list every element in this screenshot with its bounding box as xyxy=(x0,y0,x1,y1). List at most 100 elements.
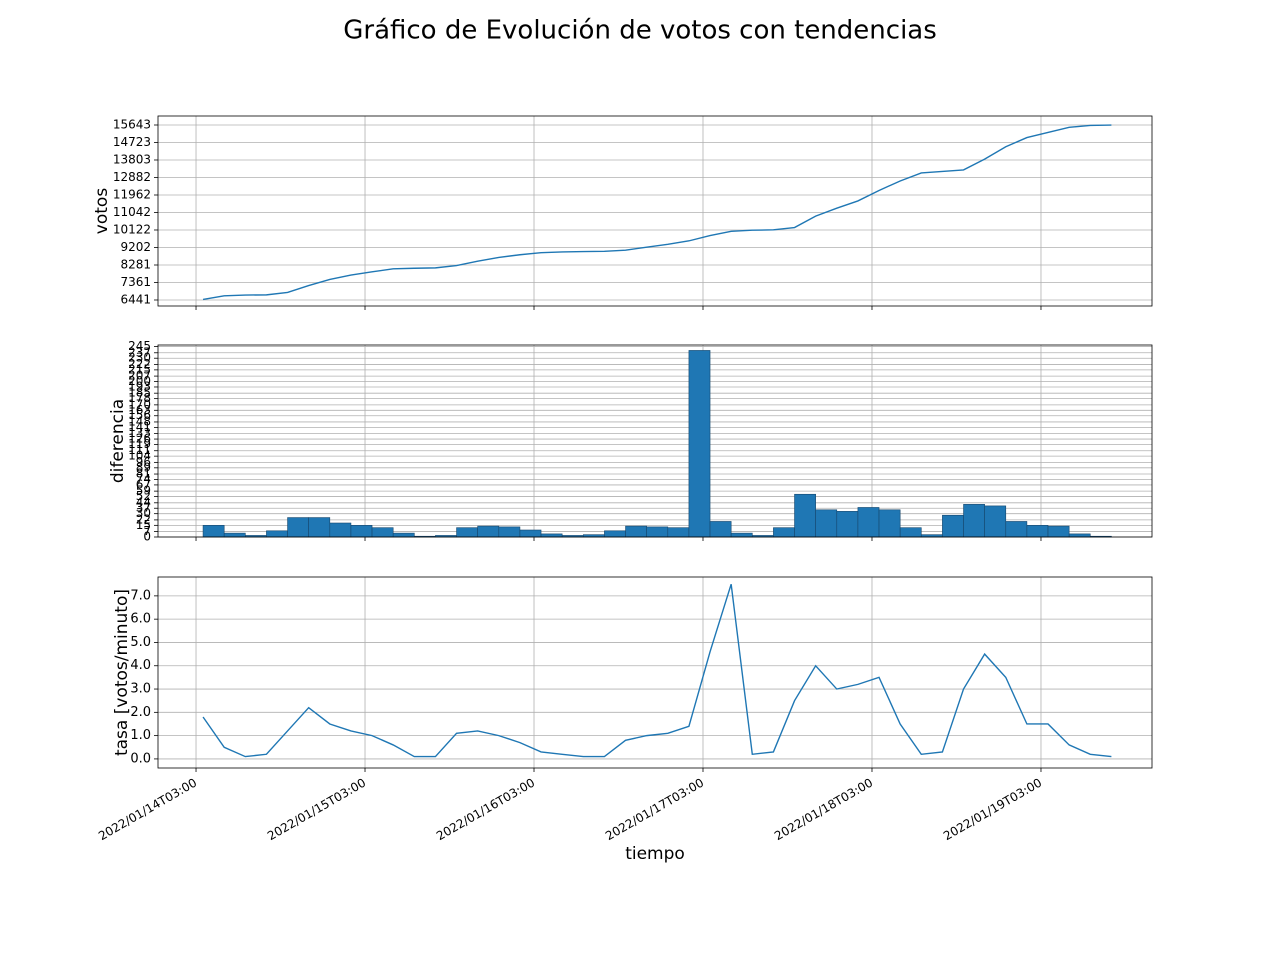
y-tick-label: 6441 xyxy=(120,292,151,306)
bar xyxy=(287,517,309,538)
bar xyxy=(625,525,647,538)
data-line xyxy=(202,584,1112,758)
y-tick-label: 200 xyxy=(128,374,151,388)
y-tick-label: 13803 xyxy=(113,152,151,166)
bar xyxy=(202,525,225,538)
y-tick-label: 141 xyxy=(128,420,151,434)
bar xyxy=(308,517,331,538)
y-tick-label: 237 xyxy=(128,345,151,359)
axes-frame xyxy=(157,115,1153,307)
bar xyxy=(984,505,1007,538)
y-tick-label: 9202 xyxy=(120,240,151,254)
y-tick-label: 133 xyxy=(128,426,151,440)
y-tick-label: 104 xyxy=(128,449,151,463)
y-tick-label: 12882 xyxy=(113,170,151,184)
y-tick-label: 59 xyxy=(136,484,151,498)
bar xyxy=(857,507,880,538)
bar xyxy=(688,350,711,538)
y-tick-label: 4.0 xyxy=(130,658,151,673)
y-tick-label: 67 xyxy=(136,477,151,491)
y-tick-label: 14723 xyxy=(113,135,151,149)
y-axis-label: votos xyxy=(92,188,112,235)
y-tick-label: 89 xyxy=(136,460,151,474)
bar xyxy=(392,532,415,538)
bar xyxy=(266,530,288,538)
y-tick-label: 7361 xyxy=(120,275,151,289)
y-tick-label: 178 xyxy=(128,391,151,405)
x-axis-label: tiempo xyxy=(625,844,685,864)
x-tick-label: 2022/01/18T03:00 xyxy=(772,776,875,844)
y-axis-label: tasa [votos/minuto] xyxy=(112,589,132,756)
y-tick-label: 7 xyxy=(143,524,151,538)
y-tick-label: 22 xyxy=(136,512,151,526)
bar xyxy=(329,522,352,538)
x-tick-label: 2022/01/19T03:00 xyxy=(941,776,1044,844)
y-tick-label: 148 xyxy=(128,414,151,428)
y-tick-label: 0.0 xyxy=(130,751,151,766)
bar xyxy=(350,525,373,538)
y-tick-label: 3.0 xyxy=(130,682,151,697)
y-tick-label: 156 xyxy=(128,408,151,422)
y-tick-label: 81 xyxy=(136,467,151,481)
bar xyxy=(371,527,394,538)
y-tick-label: 7.0 xyxy=(130,588,151,603)
y-axis-label: diferencia xyxy=(108,399,128,483)
figure-title: Gráfico de Evolución de votos con tenden… xyxy=(343,16,937,46)
y-tick-label: 245 xyxy=(128,339,151,353)
y-tick-label: 1.0 xyxy=(130,728,151,743)
y-tick-label: 2.0 xyxy=(130,705,151,720)
bar xyxy=(519,529,542,538)
bar xyxy=(646,526,669,538)
bar xyxy=(456,527,478,538)
y-tick-label: 222 xyxy=(128,357,151,371)
bar xyxy=(899,527,922,538)
bar xyxy=(540,533,563,538)
y-tick-label: 52 xyxy=(136,489,151,503)
bar xyxy=(836,511,859,538)
y-tick-label: 37 xyxy=(136,501,151,515)
bar xyxy=(815,509,838,538)
bar xyxy=(963,504,985,538)
y-tick-label: 170 xyxy=(128,397,151,411)
bar xyxy=(730,532,753,538)
y-tick-label: 44 xyxy=(136,495,151,509)
bar xyxy=(709,521,732,538)
bar xyxy=(604,530,626,538)
data-line xyxy=(202,124,1112,301)
axes-frame xyxy=(157,344,1153,538)
y-tick-label: 96 xyxy=(136,455,151,469)
x-tick-label: 2022/01/16T03:00 xyxy=(434,776,537,844)
y-tick-label: 11042 xyxy=(113,205,151,219)
y-tick-label: 119 xyxy=(128,437,151,451)
y-tick-label: 193 xyxy=(128,379,151,393)
y-tick-label: 0 xyxy=(143,530,151,544)
y-tick-label: 207 xyxy=(128,369,151,383)
y-tick-label: 8281 xyxy=(120,257,151,271)
x-tick-label: 2022/01/15T03:00 xyxy=(265,776,368,844)
bar xyxy=(223,532,246,538)
y-tick-label: 111 xyxy=(128,443,151,457)
y-tick-label: 15 xyxy=(136,518,151,532)
y-tick-label: 15643 xyxy=(113,117,151,131)
bar xyxy=(477,525,500,538)
y-tick-label: 215 xyxy=(128,362,151,376)
y-tick-label: 30 xyxy=(136,506,151,520)
y-tick-label: 163 xyxy=(128,403,151,417)
y-tick-label: 74 xyxy=(136,472,151,486)
x-tick-label: 2022/01/14T03:00 xyxy=(96,776,199,844)
bar xyxy=(794,493,816,538)
y-tick-label: 11962 xyxy=(113,187,151,201)
y-tick-label: 6.0 xyxy=(130,612,151,627)
axes-frame xyxy=(157,576,1153,769)
y-tick-label: 10122 xyxy=(113,222,151,236)
bar xyxy=(1026,525,1049,538)
bar xyxy=(773,527,795,538)
bar xyxy=(1005,521,1028,538)
bar xyxy=(878,509,901,538)
y-tick-label: 5.0 xyxy=(130,635,151,650)
bar xyxy=(1047,525,1070,538)
bar xyxy=(667,527,690,538)
bar xyxy=(1068,533,1091,538)
x-tick-label: 2022/01/17T03:00 xyxy=(603,776,706,844)
